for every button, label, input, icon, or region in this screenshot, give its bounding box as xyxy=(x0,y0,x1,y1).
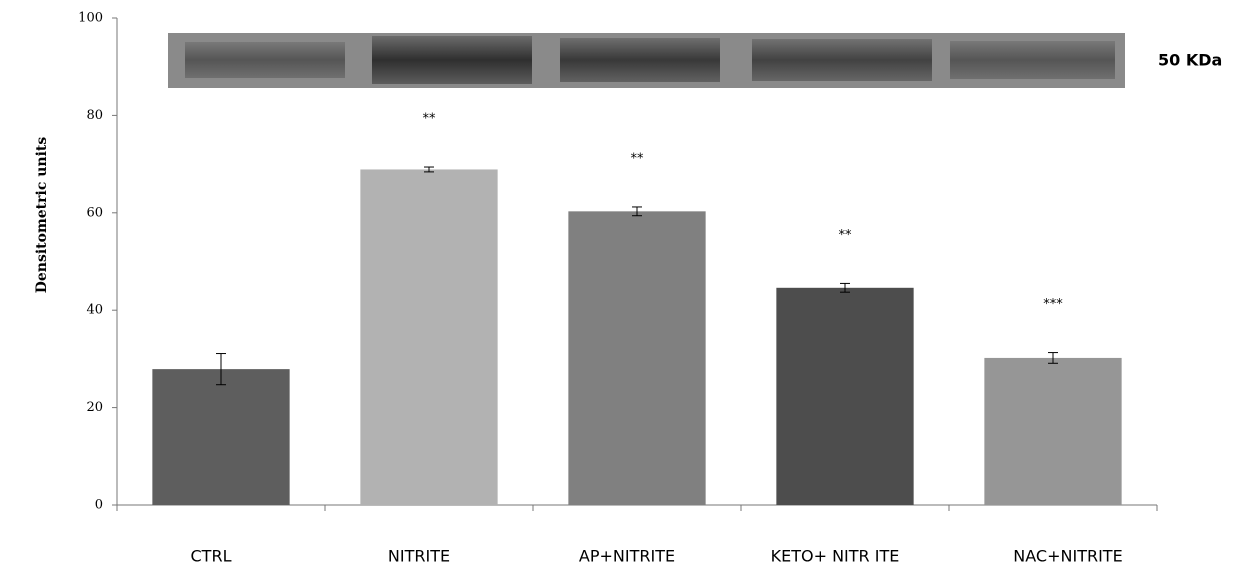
y-axis-title: Densitometric units xyxy=(34,137,50,294)
significance-label: ** xyxy=(839,228,853,243)
x-tick-label: NAC+NITRITE xyxy=(1013,547,1122,566)
x-tick-label: AP+NITRITE xyxy=(579,547,675,566)
y-tick-label: 20 xyxy=(86,400,103,415)
y-tick-label: 0 xyxy=(95,498,103,513)
western-blot xyxy=(168,33,1125,88)
blot-band xyxy=(372,36,532,84)
blot-band xyxy=(950,41,1115,79)
bar xyxy=(360,169,498,505)
blot-band xyxy=(185,42,345,78)
significance-label: ** xyxy=(631,151,645,166)
x-tick-label: KETO+ NITR ITE xyxy=(771,547,900,566)
y-tick-label: 60 xyxy=(86,205,103,220)
x-tick-label: CTRL xyxy=(191,547,232,566)
blot-band xyxy=(560,38,720,82)
y-tick-label: 40 xyxy=(86,303,103,318)
y-tick-label: 80 xyxy=(86,108,103,123)
blot-label: 50 KDa xyxy=(1158,51,1222,70)
bar xyxy=(776,287,914,505)
bar xyxy=(568,211,706,506)
bar xyxy=(984,357,1122,505)
y-tick-label: 100 xyxy=(78,11,103,26)
significance-label: *** xyxy=(1043,297,1063,312)
blot-band xyxy=(752,39,932,81)
x-tick-label: NITRITE xyxy=(388,547,450,566)
significance-label: ** xyxy=(423,112,437,127)
bar xyxy=(152,369,290,505)
